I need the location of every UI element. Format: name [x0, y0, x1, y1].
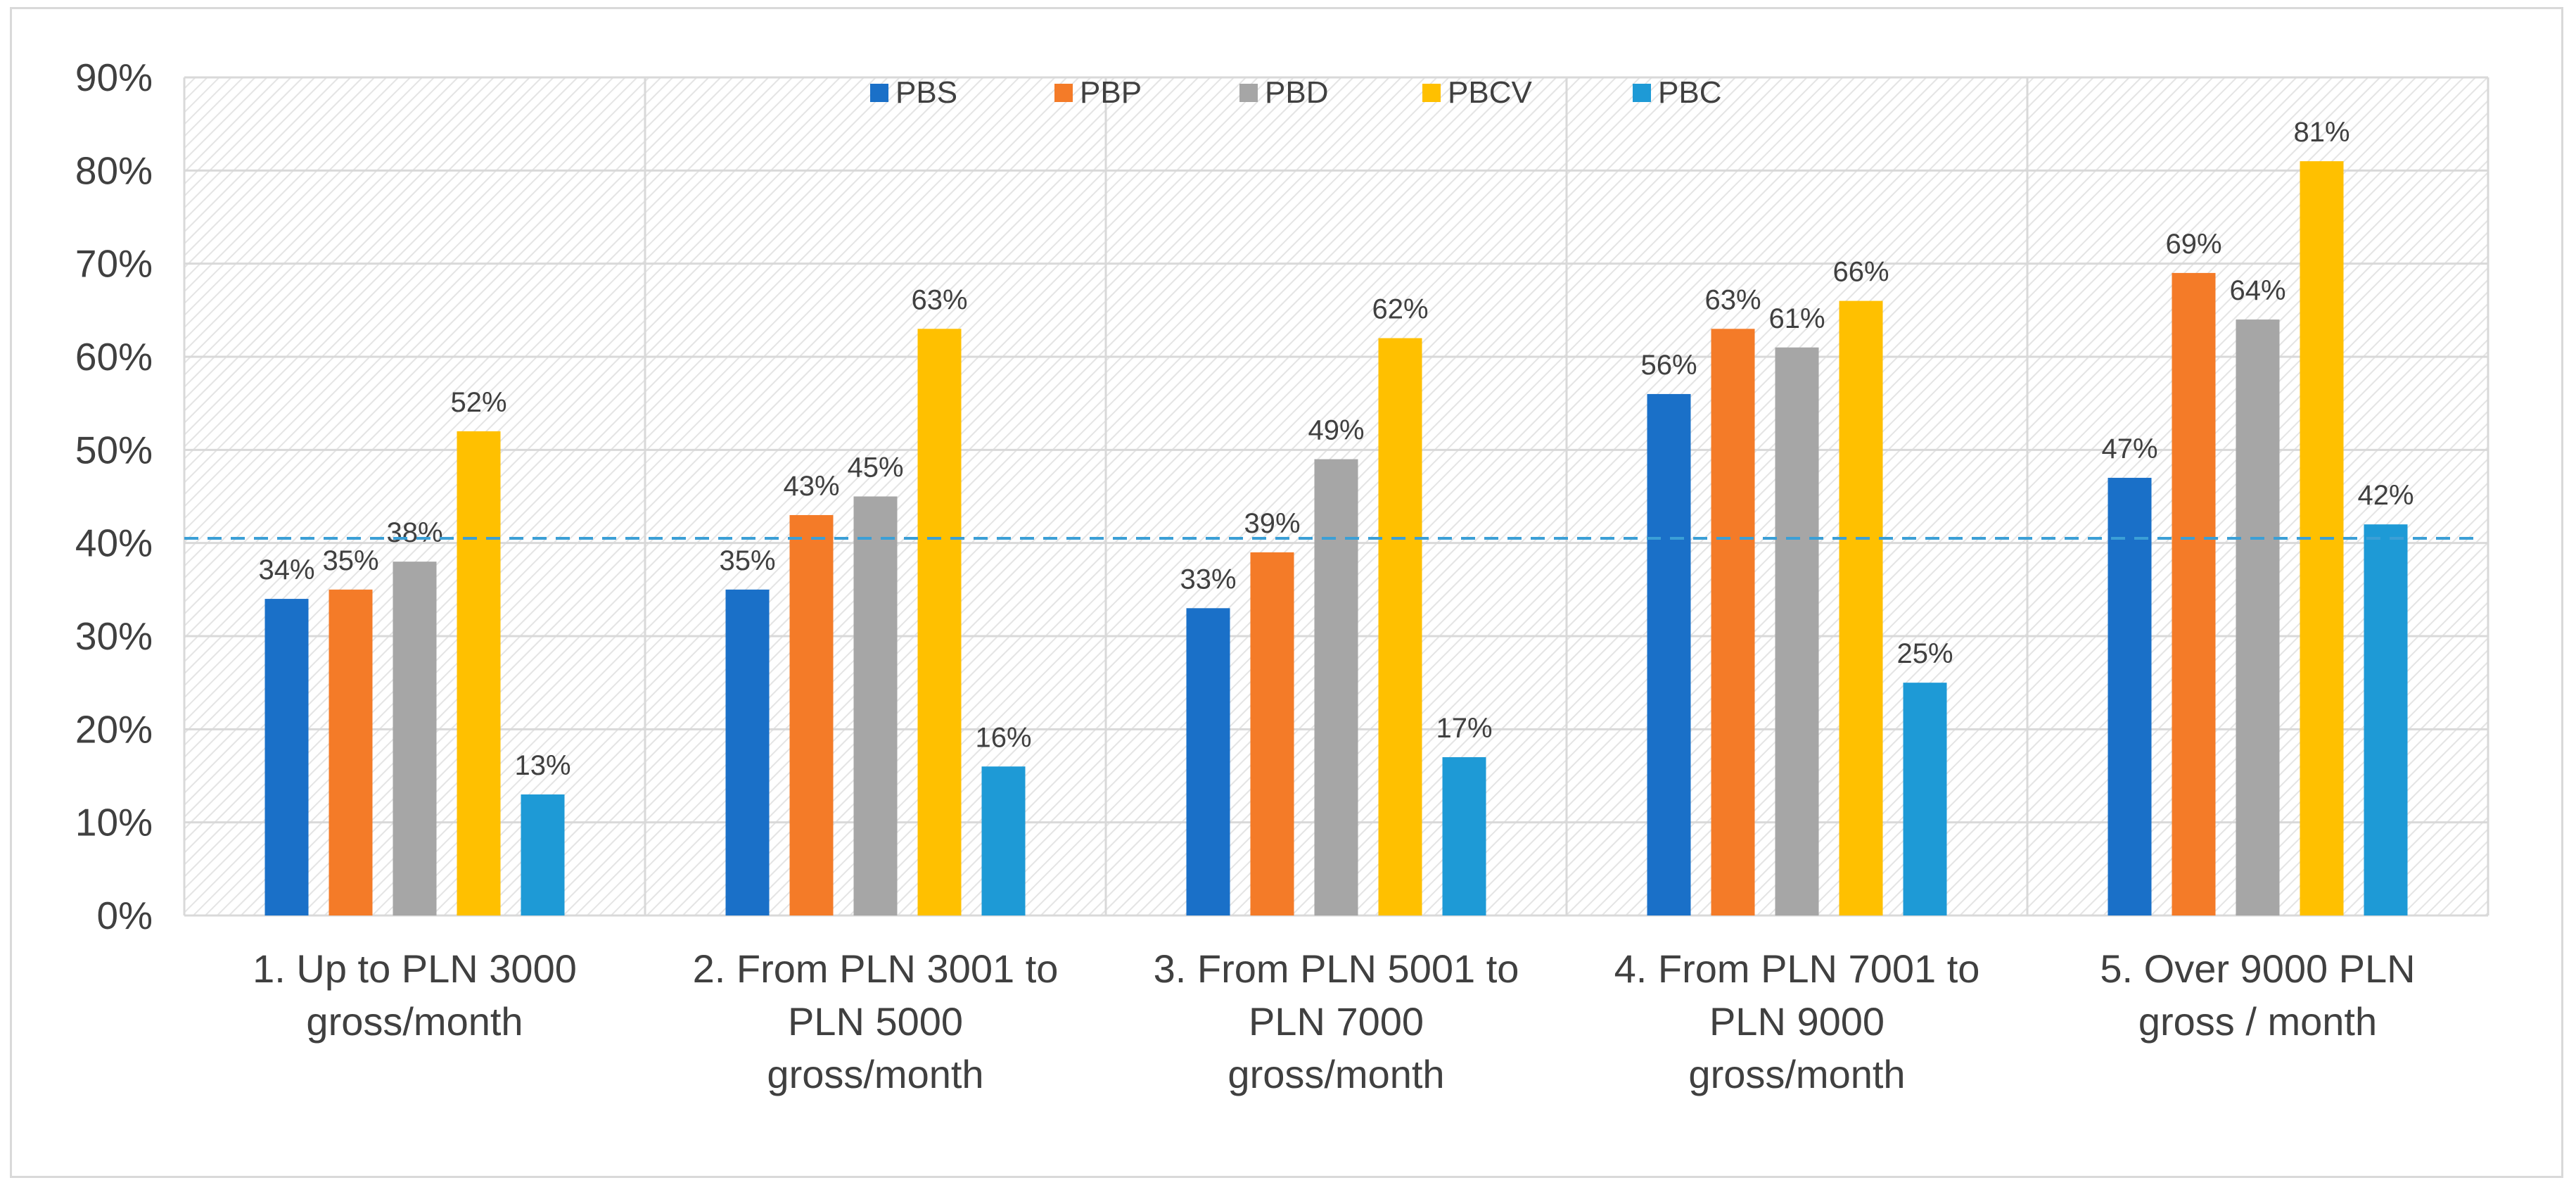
bar-value-label: 63% [1704, 284, 1761, 315]
x-category-label: 4. From PLN 7001 to PLN 9000 gross/month [1614, 946, 1980, 1096]
bar-value-label: 66% [1832, 257, 1889, 288]
bar-value-label: 39% [1244, 508, 1300, 539]
legend-label-pbp: PBP [1080, 75, 1142, 110]
x-category-label: 2. From PLN 3001 to PLN 5000 gross/month [693, 946, 1059, 1096]
y-tick-label: 20% [75, 707, 153, 751]
bar-pbd [1775, 347, 1819, 915]
y-tick-label: 90% [75, 56, 153, 99]
bar-pbp [2172, 272, 2216, 915]
bar-data-labels: 34% 35% 38% 52% 13% 35% 43% 45% 63% 16% 33% 39% 49% 6… [258, 117, 2414, 781]
bar-value-label: 34% [258, 555, 314, 585]
x-category-label: 1. Up to PLN 3000 gross/month [253, 946, 577, 1044]
bar-value-label: 64% [2229, 275, 2285, 306]
bar-value-label: 38% [386, 517, 442, 548]
y-tick-label: 80% [75, 148, 153, 192]
bar-value-label: 42% [2357, 480, 2414, 511]
bar-value-label: 35% [719, 545, 775, 576]
bar-value-label: 47% [2101, 433, 2157, 464]
y-tick-label: 30% [75, 614, 153, 658]
y-tick-label: 10% [75, 801, 153, 844]
bars [264, 161, 2408, 916]
bar-value-label: 16% [975, 722, 1031, 753]
bar-pbp [1250, 552, 1294, 915]
bar-value-label: 63% [911, 284, 967, 315]
bar-pbc [1903, 683, 1947, 915]
bar-value-label: 33% [1180, 564, 1236, 595]
grouped-bar-chart: 0% 10% 20% 30% 40% 50% 60% 70% 80% 90% 34% 35% 38% 5… [75, 56, 2489, 1096]
y-tick-label: 0% [97, 894, 153, 937]
x-category-label: 3. From PLN 5001 to PLN 7000 gross/month [1154, 946, 1519, 1096]
bar-value-label: 56% [1640, 350, 1697, 381]
bar-pbs [2108, 478, 2152, 915]
bar-pbd [393, 562, 437, 915]
bar-pbd [2236, 319, 2280, 916]
bar-value-label: 25% [1896, 638, 1953, 669]
bar-value-label: 13% [514, 750, 570, 781]
y-tick-label: 40% [75, 521, 153, 565]
x-category-label: 5. Over 9000 PLN gross / month [2100, 946, 2415, 1044]
y-tick-label: 60% [75, 335, 153, 379]
bar-pbcv [1839, 300, 1883, 916]
bar-value-label: 45% [847, 452, 903, 483]
legend-label-pbc: PBC [1658, 75, 1721, 110]
bar-pbc [521, 794, 565, 915]
bar-pbc [981, 766, 1026, 915]
y-tick-label: 70% [75, 242, 153, 286]
bar-pbcv [457, 431, 501, 915]
legend-swatch-pbcv [1422, 84, 1441, 102]
bar-pbs [1186, 608, 1230, 915]
legend: PBS PBP PBD PBCV PBC [870, 75, 1721, 110]
legend-swatch-pbs [870, 84, 888, 102]
bar-pbs [1647, 393, 1691, 915]
bar-pbp [789, 514, 834, 915]
bar-value-label: 17% [1436, 713, 1492, 744]
bar-value-label: 49% [1308, 415, 1364, 446]
legend-label-pbs: PBS [895, 75, 957, 110]
bar-pbp [1711, 329, 1755, 915]
bar-value-label: 81% [2293, 117, 2349, 148]
x-axis-category-labels: 1. Up to PLN 3000 gross/month 2. From PLN … [253, 946, 2416, 1096]
bar-pbcv [1378, 338, 1422, 915]
y-tick-label: 50% [75, 428, 153, 471]
bar-value-label: 35% [322, 545, 378, 576]
bar-value-label: 61% [1768, 303, 1825, 334]
vertical-gridlines [183, 77, 2489, 915]
y-axis-tick-labels: 0% 10% 20% 30% 40% 50% 60% 70% 80% 90% [75, 56, 153, 937]
legend-label-pbd: PBD [1265, 75, 1328, 110]
bar-pbc [1442, 757, 1486, 915]
bar-pbcv [917, 329, 962, 915]
bar-pbd [1314, 459, 1358, 915]
bar-value-label: 43% [783, 471, 839, 502]
bar-value-label: 52% [450, 387, 506, 418]
bar-pbs [725, 589, 770, 915]
chart-frame: 0% 10% 20% 30% 40% 50% 60% 70% 80% 90% 34% 35% 38% 5… [10, 7, 2563, 1178]
legend-swatch-pbp [1054, 84, 1073, 102]
legend-label-pbcv: PBCV [1448, 75, 1532, 110]
bar-pbp [329, 589, 373, 915]
bar-pbs [264, 599, 309, 915]
bar-value-label: 69% [2165, 229, 2221, 260]
bar-pbc [2364, 524, 2408, 915]
legend-swatch-pbc [1633, 84, 1651, 102]
bar-pbd [853, 496, 898, 915]
bar-value-label: 62% [1372, 294, 1428, 325]
legend-swatch-pbd [1239, 84, 1258, 102]
